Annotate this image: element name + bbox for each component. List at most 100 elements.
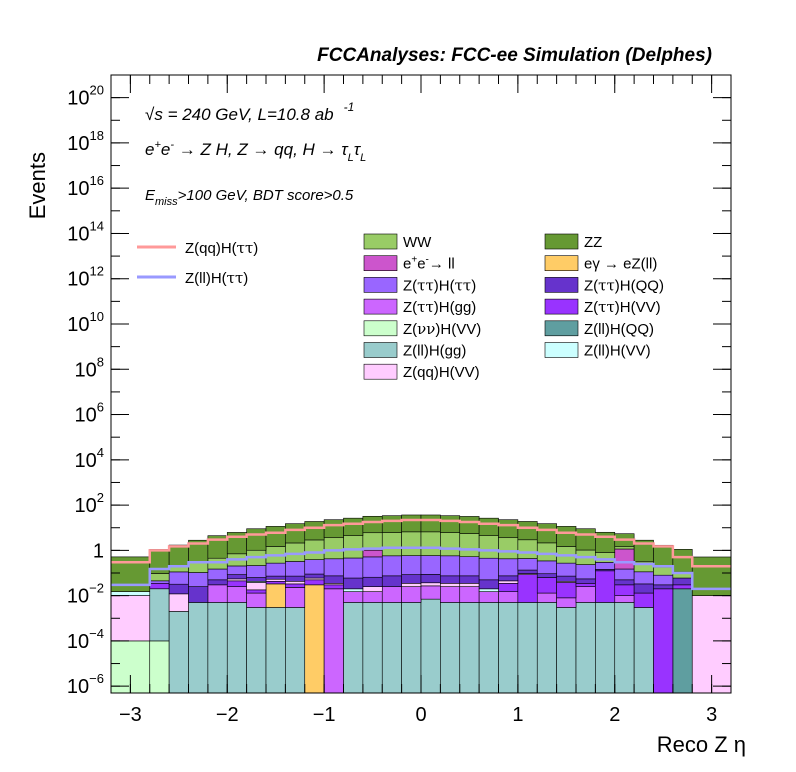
series-z-ll-h-qq (672, 588, 693, 694)
bar-z-qq-h-vv-bin-7 (265, 578, 286, 582)
bar-z-tautau-h-gg-bin-15 (420, 585, 441, 600)
bar-z-tautau-h-vv-bin-19 (498, 583, 519, 592)
bar-z-tautau-h-qq-bin-25 (614, 579, 635, 586)
bar-z-ll-h-gg-bin-21 (536, 602, 557, 694)
bar-z-tautau-h-qq-bin-16 (440, 575, 461, 584)
bar-z-tautau-h-qq-bin-14 (401, 574, 422, 584)
bar-z-tautau-h-qq-bin-20 (517, 569, 538, 574)
bar-z-qq-h-vv-bin-14 (401, 583, 422, 587)
bar-zz-bin-17 (459, 516, 480, 534)
bar-zz-bin-16 (440, 515, 461, 533)
bar-z-tautau-h-gg-bin-18 (478, 591, 499, 603)
bar-z-tautau-h-qq-bin-23 (575, 578, 596, 584)
bar-z-ll-h-gg-bin-25 (614, 602, 635, 694)
series-z-nunu-h-vv (110, 640, 170, 694)
bar-zz-bin-10 (323, 519, 344, 539)
bar-z-tautau-h-gg-bin-11 (343, 591, 364, 603)
bar-ww-bin-17 (459, 533, 480, 558)
legend-swatch-z-tautau-h-tautau (363, 277, 398, 293)
bar-ww-bin-20 (517, 539, 538, 559)
legend-swatch-egamma-to-ez-ll (544, 255, 579, 271)
annotation-energy-text: = 240 GeV, L=10.8 ab (163, 105, 334, 124)
bar-z-tautau-h-tautau-bin-15 (420, 555, 441, 575)
bar-z-tautau-h-vv-bin-27 (653, 588, 674, 694)
y-tick-label: 10−2 (67, 581, 104, 608)
bar-z-tautau-h-tautau-bin-5 (226, 565, 247, 575)
bar-z-tautau-h-qq-bin-18 (478, 579, 499, 590)
y-axis-label: Events (25, 152, 50, 219)
bar-z-tautau-h-vv-bin-10 (323, 584, 344, 590)
y-tick-label: 1012 (67, 264, 104, 291)
bar-z-ll-h-gg-bin-17 (459, 602, 480, 694)
bar-z-tautau-h-vv-bin-8 (285, 583, 306, 588)
annotation-block: √s = 240 GeV, L=10.8 ab -1 e+e- → Z H, Z … (145, 100, 366, 208)
bar-z-tautau-h-gg-bin-23 (575, 586, 596, 603)
bar-z-tautau-h-qq-bin-2 (168, 583, 189, 595)
bar-zz-bin-14 (401, 514, 422, 533)
bar-z-tautau-h-tautau-bin-7 (265, 562, 286, 577)
x-tick-label: −2 (216, 704, 239, 726)
bar-ww-bin-3 (188, 561, 209, 573)
bar-ww-bin-15 (420, 531, 441, 556)
bar-z-tautau-h-tautau-bin-3 (188, 572, 209, 587)
chart-title: FCCAnalyses: FCC-ee Simulation (Delphes) (317, 45, 712, 66)
bar-zz-bin-7 (265, 526, 286, 547)
bar-z-tautau-h-tautau-bin-17 (459, 556, 480, 577)
bar-z-tautau-h-tautau-bin-6 (246, 565, 267, 578)
legend-swatch-epe-to-ll (363, 255, 398, 271)
bar-zz-bin-27 (653, 544, 674, 568)
series-z-ll-h-gg (149, 588, 654, 694)
bar-z-ll-h-gg-bin-13 (381, 602, 402, 694)
bar-z-tautau-h-tautau-bin-19 (498, 558, 519, 577)
bar-z-tautau-h-qq-bin-15 (420, 574, 441, 584)
bar-z-tautau-h-qq-bin-4 (207, 579, 228, 586)
legend-label-ww: WW (403, 234, 432, 251)
y-tick-label: 10−4 (67, 626, 104, 653)
y-tick-label: 108 (75, 354, 104, 381)
y-tick-label: 1020 (67, 83, 104, 110)
line-z-qq-h-tautau (111, 518, 731, 568)
bar-z-tautau-h-vv-bin-22 (556, 582, 577, 599)
bar-z-tautau-h-tautau-bin-20 (517, 558, 538, 571)
bar-z-tautau-h-qq-bin-17 (459, 575, 480, 584)
series-z-tautau-h-tautau (149, 555, 674, 587)
bar-z-tautau-h-tautau-bin-26 (633, 571, 654, 585)
bar-z-tautau-h-gg-bin-8 (285, 587, 306, 608)
legend-swatch-zz (544, 233, 579, 250)
bar-z-ll-h-gg-bin-19 (498, 602, 519, 694)
legend-swatch-z-ll-h-gg (363, 342, 398, 358)
bar-z-tautau-h-vv-bin-9 (304, 579, 325, 586)
bar-z-ll-h-gg-bin-14 (401, 602, 422, 694)
y-tick-label: 106 (75, 400, 104, 427)
bar-zz-bin-9 (304, 521, 325, 541)
annotation-lumi-exp: -1 (344, 100, 355, 114)
bar-z-ll-h-gg-bin-6 (246, 607, 267, 694)
bar-zz-bin-22 (556, 526, 577, 547)
bar-z-tautau-h-qq-bin-7 (265, 575, 286, 580)
bar-ww-bin-8 (285, 542, 306, 562)
legend-swatch-z-qq-h-vv (363, 363, 398, 380)
bar-z-qq-h-vv-bin-16 (440, 583, 461, 587)
bar-z-tautau-h-tautau-bin-22 (556, 562, 577, 577)
bar-z-tautau-h-tautau-bin-4 (207, 568, 228, 581)
bar-z-tautau-h-qq-bin-8 (285, 575, 306, 582)
bar-epe-to-ll-bin-12 (362, 549, 383, 558)
y-tick-label: 1016 (67, 173, 104, 200)
bar-ww-bin-21 (536, 542, 557, 562)
bar-ww-bin-14 (401, 531, 422, 556)
bar-z-ll-h-gg-bin-11 (343, 602, 364, 694)
y-tick-label: 1 (93, 540, 104, 562)
bar-z-ll-h-gg-bin-24 (595, 602, 616, 694)
bar-zz-bin-21 (536, 523, 557, 544)
bar-z-tautau-h-gg-bin-4 (207, 584, 228, 603)
bar-z-ll-h-gg-bin-2 (168, 611, 189, 694)
y-tick-label: 1010 (67, 309, 104, 336)
bar-z-tautau-h-vv-bin-25 (614, 584, 635, 596)
bar-z-tautau-h-tautau-bin-9 (304, 559, 325, 575)
bar-z-tautau-h-tautau-bin-10 (323, 558, 344, 577)
bar-z-tautau-h-qq-bin-10 (323, 575, 344, 584)
legend-label-z-ll-h-qq: Z(ll)H(QQ) (584, 321, 654, 338)
bar-ww-bin-18 (478, 535, 499, 559)
bar-z-tautau-h-tautau-bin-14 (401, 555, 422, 575)
